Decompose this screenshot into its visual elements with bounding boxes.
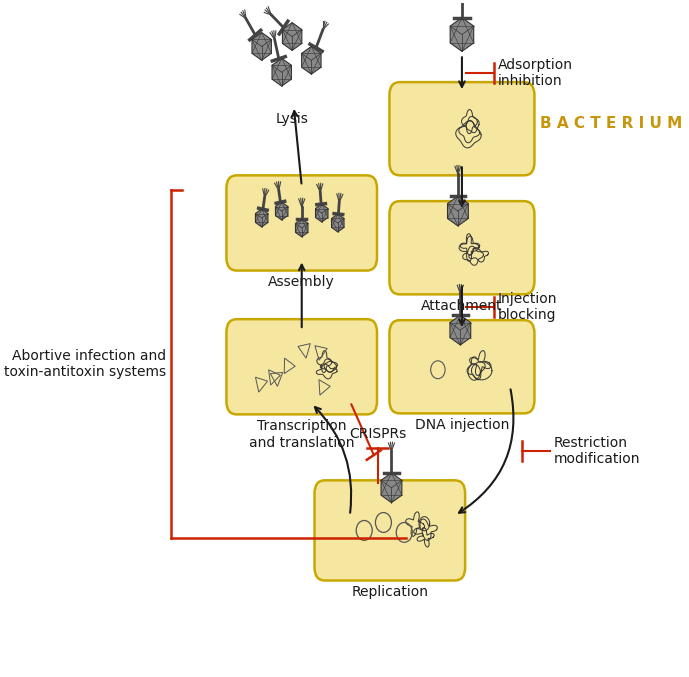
Text: Transcription
and translation: Transcription and translation	[249, 419, 354, 450]
Polygon shape	[450, 315, 471, 345]
Polygon shape	[282, 22, 302, 50]
Polygon shape	[252, 32, 271, 60]
Text: Injection
blocking: Injection blocking	[498, 292, 557, 322]
Text: Restriction
modification: Restriction modification	[554, 436, 641, 466]
Text: B A C T E R I U M: B A C T E R I U M	[539, 116, 682, 131]
Text: Lysis: Lysis	[276, 112, 309, 126]
FancyBboxPatch shape	[315, 480, 465, 580]
FancyBboxPatch shape	[389, 82, 535, 175]
Text: Assembly: Assembly	[268, 275, 335, 288]
Text: Adsorption
inhibition: Adsorption inhibition	[498, 58, 573, 88]
Polygon shape	[296, 219, 308, 237]
Text: Replication: Replication	[351, 585, 429, 599]
Polygon shape	[450, 18, 474, 51]
FancyBboxPatch shape	[227, 319, 377, 414]
Polygon shape	[272, 58, 291, 86]
Polygon shape	[448, 196, 469, 226]
FancyBboxPatch shape	[389, 201, 535, 294]
FancyBboxPatch shape	[389, 320, 535, 414]
Polygon shape	[256, 209, 268, 227]
Polygon shape	[302, 47, 321, 74]
Polygon shape	[381, 473, 402, 502]
Text: Abortive infection and
toxin-antitoxin systems: Abortive infection and toxin-antitoxin s…	[4, 349, 166, 379]
Polygon shape	[276, 202, 288, 220]
Text: DNA injection: DNA injection	[415, 418, 509, 433]
Text: Attachment: Attachment	[421, 299, 503, 313]
FancyBboxPatch shape	[227, 175, 377, 271]
Text: CRISPRs: CRISPRs	[349, 427, 407, 441]
Polygon shape	[316, 204, 328, 222]
Polygon shape	[331, 214, 344, 232]
